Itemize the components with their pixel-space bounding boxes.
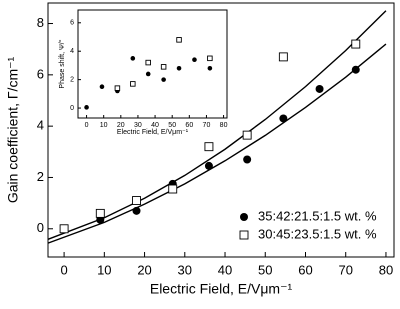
x-tick-label: 40 [218, 262, 232, 277]
data-point [278, 52, 288, 62]
data-point [207, 65, 213, 71]
legend-label: 35:42:21.5:1.5 wt. % [258, 208, 377, 223]
data-point [114, 85, 121, 91]
data-point [243, 155, 252, 164]
x-axis-label: Electric Field, E/Vμm⁻¹ [150, 281, 293, 297]
y-tick-label: 2 [70, 76, 74, 83]
y-tick-label: 6 [70, 20, 74, 27]
y-tick-label: 4 [37, 118, 44, 133]
x-tick-label: 70 [338, 262, 352, 277]
plot-frame [77, 9, 228, 119]
x-tick-label: 50 [168, 122, 176, 129]
x-tick-label: 10 [100, 122, 108, 129]
x-tick-label: 30 [134, 122, 142, 129]
data-point [192, 57, 197, 63]
data-point [84, 105, 89, 110]
data-point [279, 114, 288, 123]
data-point [168, 184, 178, 194]
data-point [315, 84, 324, 93]
x-tick-label: 70 [203, 122, 211, 129]
data-point [161, 77, 166, 82]
data-point [204, 161, 213, 170]
x-tick-label: 80 [220, 122, 228, 129]
data-point [99, 84, 105, 90]
x-tick-label: 20 [137, 262, 151, 277]
data-point [239, 230, 249, 240]
x-tick-label: 20 [117, 122, 125, 129]
data-point [130, 81, 136, 87]
y-tick-label: 2 [37, 169, 44, 184]
x-tick-label: 0 [85, 122, 89, 129]
x-tick-label: 10 [97, 262, 111, 277]
legend-label: 30:45:23.5:1.5 wt. % [258, 226, 377, 241]
y-tick-label: 0 [70, 105, 74, 112]
x-tick-label: 30 [178, 262, 192, 277]
data-point [176, 37, 182, 43]
data-point [145, 71, 151, 77]
data-point [132, 196, 141, 206]
y-axis-label: Phase shift, Ψ/° [58, 39, 66, 88]
x-tick-label: 60 [298, 262, 312, 277]
data-point [204, 142, 214, 152]
y-tick-label: 8 [37, 15, 44, 30]
data-point [132, 206, 141, 215]
y-tick-label: 0 [37, 220, 44, 235]
data-point [207, 55, 213, 62]
y-tick-label: 4 [70, 48, 74, 55]
data-point [145, 59, 151, 66]
x-tick-label: 40 [151, 122, 159, 129]
data-point [95, 208, 105, 218]
data-point [160, 64, 167, 70]
data-point [59, 224, 69, 234]
fit-curve [47, 10, 387, 240]
data-point [242, 130, 252, 140]
data-point [240, 213, 248, 221]
data-point [351, 39, 361, 49]
x-tick-label: 0 [60, 262, 67, 277]
x-tick-label: 60 [185, 122, 193, 129]
x-axis-label: Electric Field, E/Vμm⁻¹ [117, 129, 189, 136]
x-tick-label: 80 [379, 262, 393, 277]
y-axis-label: Gain coefficient, Γ/cm⁻¹ [5, 56, 21, 203]
data-point [130, 56, 136, 61]
data-point [351, 65, 360, 74]
y-tick-label: 6 [37, 66, 44, 81]
data-point [176, 65, 182, 71]
x-tick-label: 50 [258, 262, 272, 277]
fit-curve [47, 43, 387, 244]
